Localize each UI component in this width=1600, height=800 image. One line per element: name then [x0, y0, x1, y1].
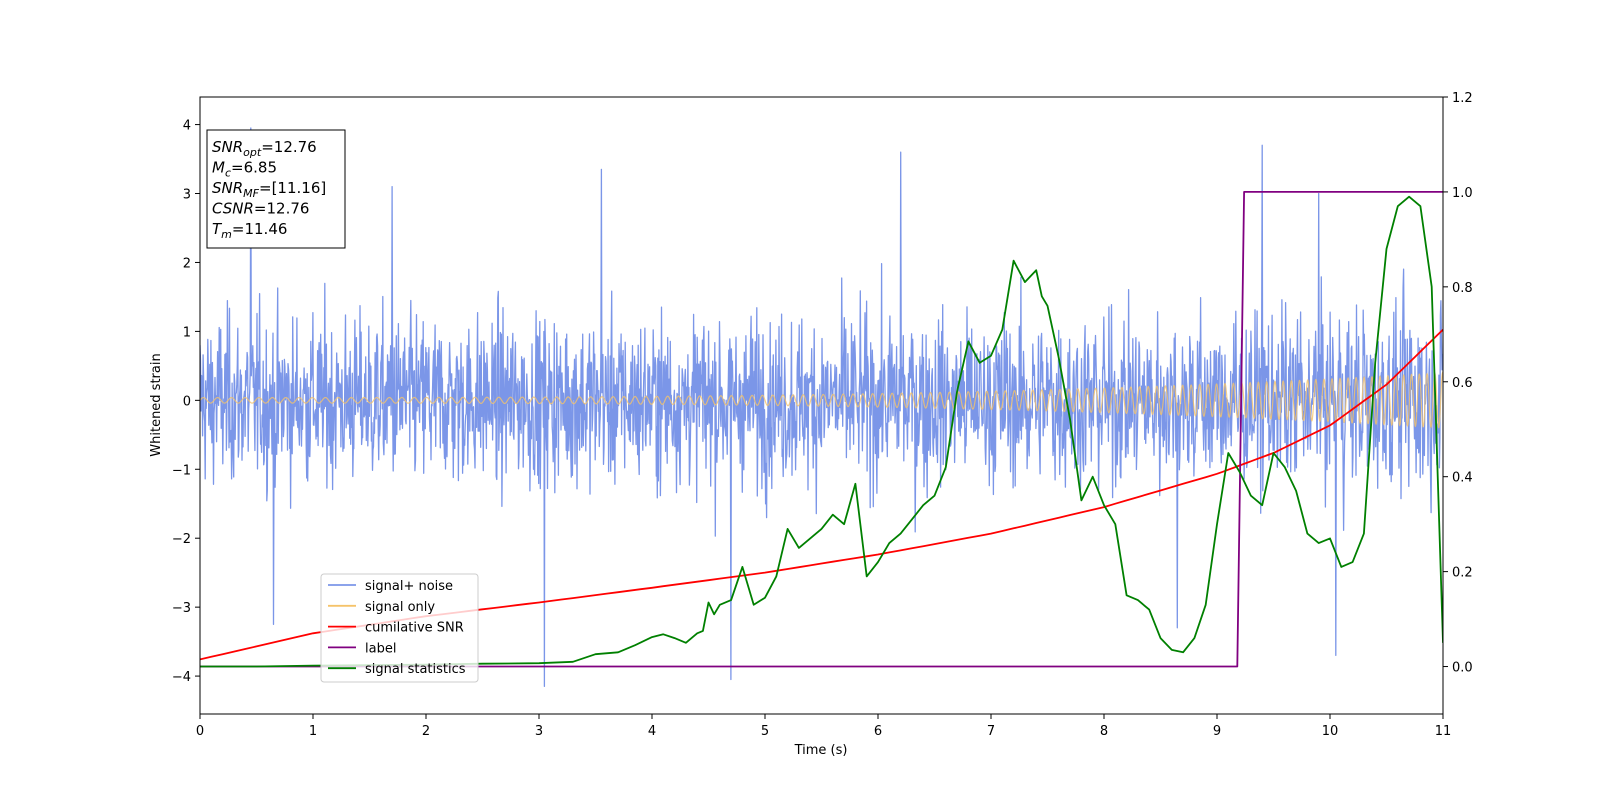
y-tick-label: 3	[183, 188, 191, 203]
annotation-symbol: SNR	[212, 138, 243, 156]
x-tick-label: 8	[1100, 724, 1108, 739]
x-axis: 0 1 2 3 4 5 6 7 8 9 10 11	[196, 714, 1451, 739]
plot-frame	[199, 96, 1444, 715]
annotation-subscript: c	[225, 167, 231, 180]
series-line-signal-statistics	[200, 195, 1443, 668]
annotation-symbol: CSNR	[212, 200, 254, 218]
legend-label: signal statistics	[365, 662, 466, 677]
y2-tick-label: 0.2	[1452, 566, 1473, 581]
annotation-line: Mc=6.85	[212, 159, 277, 180]
y2-tick-label: 1.0	[1452, 186, 1473, 201]
y-tick-label: −2	[172, 532, 191, 547]
annotation-value: =[11.16]	[259, 179, 326, 197]
y-tick-label: −4	[172, 670, 191, 685]
x-tick-label: 6	[874, 724, 882, 739]
x-tick-label: 5	[761, 724, 769, 739]
y-tick-label: 0	[183, 394, 191, 409]
y-tick-label: 2	[183, 256, 191, 271]
y-axis-left: 4 3 2 1 0 −1 −2 −3 −4	[172, 119, 200, 685]
x-tick-label: 1	[309, 724, 317, 739]
annotation-value: =12.76	[261, 138, 317, 156]
x-tick-label: 3	[535, 724, 543, 739]
y2-tick-label: 0.0	[1452, 661, 1473, 676]
y-tick-label: −1	[172, 463, 191, 478]
x-tick-label: 0	[196, 724, 204, 739]
x-tick-label: 7	[987, 724, 995, 739]
annotation-line: Tm=11.46	[212, 220, 287, 241]
annotation-subscript: m	[221, 228, 232, 241]
legend-label: signal only	[365, 600, 435, 615]
series-line-signal-only	[200, 371, 1443, 429]
annotation-line: CSNR=12.76	[212, 200, 309, 218]
y-axis-label: Whitened strain	[149, 353, 164, 456]
stats-annotation-box: SNRopt=12.76Mc=6.85SNRMF=[11.16]CSNR=12.…	[206, 129, 346, 249]
annotation-symbol: M	[212, 159, 225, 177]
y2-tick-label: 1.2	[1452, 91, 1473, 106]
x-tick-label: 2	[422, 724, 430, 739]
annotation-value: =11.46	[232, 220, 288, 238]
x-axis-label: Time (s)	[794, 743, 848, 758]
annotation-value: =12.76	[254, 200, 310, 218]
legend-label: cumilative SNR	[365, 621, 464, 636]
x-tick-label: 10	[1322, 724, 1339, 739]
annotation-line: SNRopt=12.76	[212, 138, 317, 159]
legend-label: label	[365, 641, 396, 656]
annotation-symbol: T	[212, 220, 223, 238]
legend-label: signal+ noise	[365, 579, 453, 594]
x-tick-label: 11	[1435, 724, 1452, 739]
annotation-subscript: opt	[243, 146, 262, 159]
x-tick-label: 4	[648, 724, 656, 739]
y-tick-label: 1	[183, 325, 191, 340]
x-tick-label: 9	[1213, 724, 1221, 739]
y2-tick-label: 0.8	[1452, 281, 1473, 296]
annotation-subscript: MF	[243, 187, 259, 200]
annotation-line: SNRMF=[11.16]	[212, 179, 326, 200]
series-line-signal-noise	[200, 127, 1443, 688]
legend-frame	[320, 573, 479, 683]
series-line-label	[200, 191, 1443, 668]
y-tick-label: 4	[183, 119, 191, 134]
y-axis-right: 1.2 1.0 0.8 0.6 0.4 0.2 0.0	[1443, 91, 1473, 676]
annotation-value: =6.85	[231, 159, 277, 177]
legend: signal+ noise signal only cumilative SNR la…	[320, 573, 479, 683]
y-tick-label: −3	[172, 601, 191, 616]
y2-tick-label: 0.4	[1452, 471, 1473, 486]
annotation-frame	[206, 129, 346, 249]
annotation-symbol: SNR	[212, 179, 243, 197]
y2-tick-label: 0.6	[1452, 376, 1473, 391]
